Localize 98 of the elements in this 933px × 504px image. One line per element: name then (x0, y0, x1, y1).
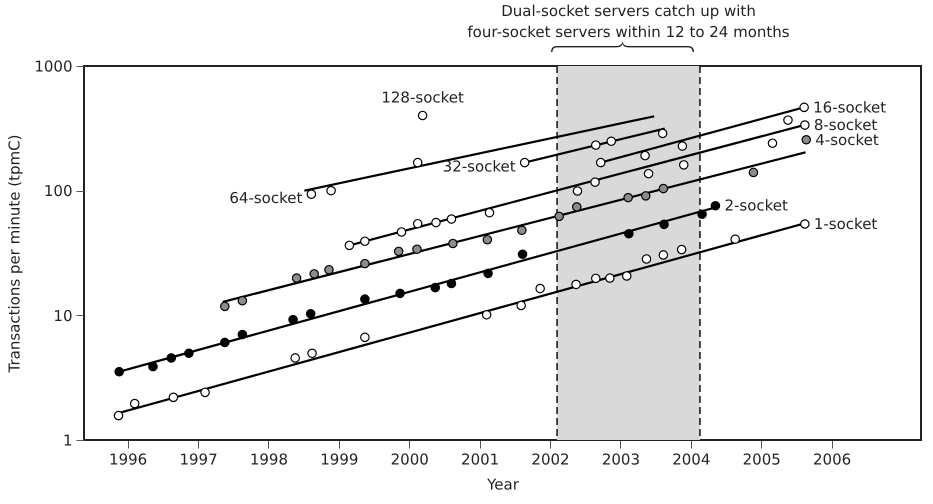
point (658, 250, 668, 260)
point (220, 302, 230, 312)
point (572, 186, 582, 196)
point (571, 280, 581, 290)
point (446, 278, 456, 288)
y-axis-title: Transactions per minute (tpmC) (5, 134, 24, 374)
point (360, 294, 370, 304)
point (768, 138, 778, 148)
band-label: Dual-socket servers catch up with four-socket servers within 12 to 24 months (467, 2, 790, 41)
point (659, 220, 669, 230)
point (658, 128, 668, 138)
y-tick-label: 10 (53, 306, 72, 325)
x-tick-label: 1998 (250, 450, 288, 468)
point (644, 168, 654, 178)
point (448, 238, 458, 248)
point (431, 218, 441, 228)
x-tick-label: 2001 (461, 450, 500, 468)
x-tick-label: 2000 (390, 450, 429, 468)
y-tick-label: 1000 (34, 58, 72, 76)
point (184, 348, 194, 358)
point (783, 115, 793, 125)
point (288, 314, 298, 324)
x-tick-label: 2003 (602, 450, 640, 468)
point (483, 268, 493, 278)
point (114, 366, 124, 376)
point (799, 102, 809, 112)
series-label: 64-socket (229, 189, 302, 208)
series-label: 2-socket (724, 196, 788, 215)
point (606, 136, 616, 146)
point (640, 150, 650, 160)
point (148, 362, 158, 372)
point (697, 209, 707, 220)
point (623, 192, 633, 202)
series-label: 16-socket (813, 98, 886, 116)
point (307, 348, 317, 358)
point (801, 135, 812, 145)
point (396, 227, 406, 237)
x-tick-label: 1996 (109, 450, 148, 468)
point (220, 338, 230, 348)
point (412, 244, 422, 254)
point (418, 110, 428, 120)
point (590, 274, 601, 284)
point (622, 271, 632, 281)
point (292, 273, 302, 283)
point (166, 353, 176, 363)
point (676, 244, 686, 254)
x-tick-label: 1999 (320, 450, 358, 468)
point (200, 388, 210, 398)
point (290, 353, 300, 363)
point (800, 120, 810, 130)
point (168, 392, 178, 402)
series-label: 128-socket (381, 88, 464, 106)
point (324, 264, 334, 275)
y-tick-label: 100 (44, 182, 72, 200)
point (238, 296, 248, 306)
x-tick-label: 2002 (531, 450, 570, 468)
x-tick-label: 2005 (742, 450, 781, 468)
point (446, 214, 456, 224)
x-tick-label: 1997 (179, 450, 218, 468)
x-axis-title: Year (486, 476, 520, 494)
y-tick-label: 1 (62, 432, 72, 450)
point (394, 246, 404, 256)
point (518, 249, 528, 260)
point (624, 229, 634, 239)
point (554, 212, 564, 222)
point (482, 234, 492, 245)
point (326, 186, 336, 196)
point (344, 240, 354, 250)
point (800, 219, 810, 229)
point (642, 254, 652, 264)
point (640, 191, 651, 201)
point (658, 184, 668, 194)
point (114, 410, 124, 420)
point (590, 140, 601, 150)
point (710, 200, 720, 211)
point (306, 308, 316, 319)
point (678, 160, 689, 170)
point (517, 226, 527, 236)
point (238, 330, 248, 340)
point (590, 177, 600, 187)
point (605, 273, 615, 283)
point (360, 332, 370, 342)
point (748, 168, 758, 178)
point (360, 236, 370, 246)
point (678, 141, 688, 151)
point (535, 284, 545, 294)
x-tick-label: 2004 (672, 450, 710, 468)
point (596, 158, 606, 168)
series-label: 32-socket (442, 158, 516, 176)
point (572, 202, 582, 212)
point (395, 288, 405, 298)
point (730, 234, 740, 244)
point (430, 282, 440, 292)
series-label: 1-socket (814, 215, 878, 234)
point (360, 258, 370, 268)
point (309, 269, 319, 279)
x-tick-label: 2006 (813, 450, 852, 468)
point (520, 158, 530, 168)
